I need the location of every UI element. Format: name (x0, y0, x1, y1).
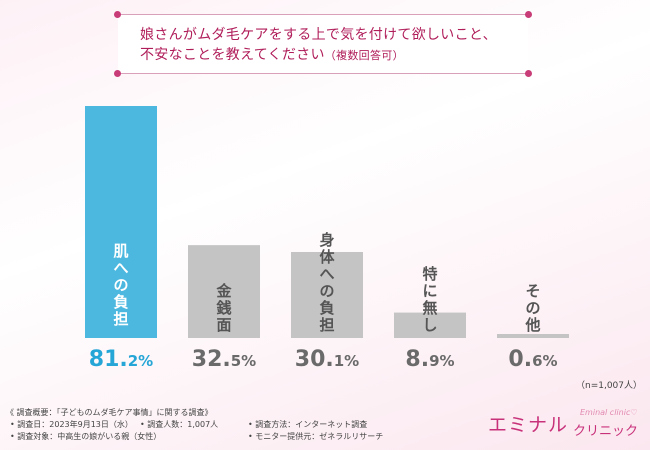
chart-title: 娘さんがムダ毛ケアをする上で気を付けて欲しいこと、 不安なことを教えてください（… (140, 25, 520, 66)
survey-provider: モニター提供元：ゼネラルリサーチ (248, 431, 383, 442)
value-label-3: 8.9% (405, 347, 454, 372)
bar-4 (497, 334, 569, 338)
category-label-1: 金銭面 (215, 282, 232, 334)
value-label-2: 30.1% (295, 347, 359, 372)
title-box: 娘さんがムダ毛ケアをする上で気を付けて欲しいこと、 不安なことを教えてください（… (114, 11, 532, 77)
sample-size-note: （n=1,007人） (576, 381, 643, 391)
survey-title: 《 調査概要：「子どものムダ毛ケア事情」に関する調査》 (6, 408, 213, 417)
survey-target: 調査対象：中高生の娘がいる親（女性） (10, 431, 161, 442)
logo-en: Eminal clinic♡ (580, 408, 638, 417)
bar-0 (85, 106, 157, 338)
title-line-2: 不安なことを教えてください (140, 47, 325, 63)
title-line-1: 娘さんがムダ毛ケアをする上で気を付けて欲しいこと、 (140, 27, 497, 43)
value-label-4: 0.6% (508, 347, 557, 372)
title-dot (525, 70, 532, 77)
logo-main: エミナル (488, 414, 569, 436)
title-note: （複数回答可） (324, 49, 404, 62)
clinic-logo: エミナル Eminal clinic♡ クリニック (488, 408, 648, 444)
bar-3 (394, 312, 466, 338)
category-label-2: 身体への負担 (319, 231, 335, 334)
value-label-1: 32.5% (192, 347, 256, 372)
category-label-3: 特に無し (422, 265, 437, 334)
logo-sub: クリニック (573, 424, 639, 439)
bar-1 (188, 245, 260, 338)
survey-footer: 《 調査概要：「子どものムダ毛ケア事情」に関する調査》 調査日：2023年9月1… (0, 404, 650, 450)
survey-date: 調査日：2023年9月13日（水） (10, 419, 133, 430)
title-dot (114, 70, 121, 77)
survey-method: 調査方法：インターネット調査 (248, 419, 367, 430)
category-label-0: 肌への負担 (113, 242, 128, 328)
value-label-0: 81.2% (89, 347, 153, 372)
survey-count: 調査人数：1,007人 (140, 419, 218, 430)
bar-2 (291, 252, 363, 338)
category-label-4: その他 (524, 282, 540, 334)
